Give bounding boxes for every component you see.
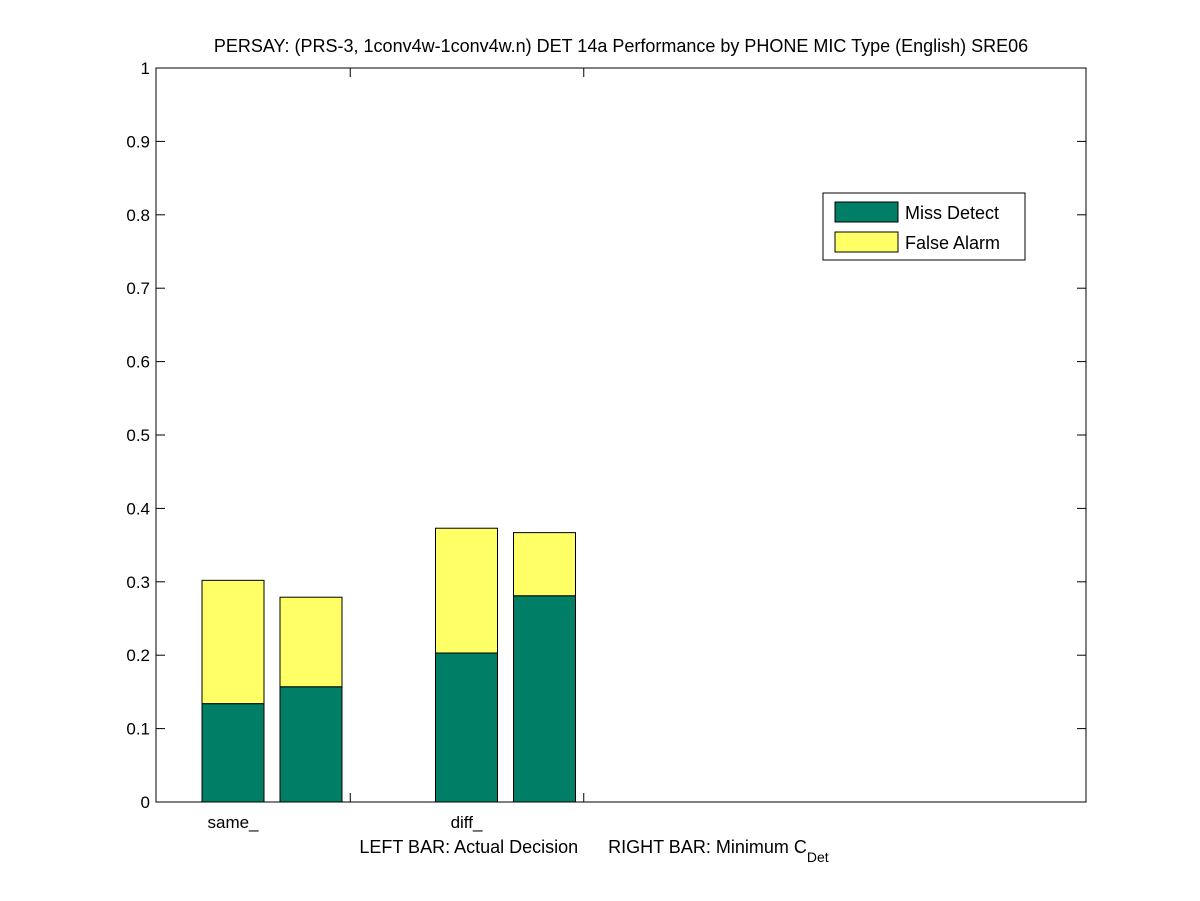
bar-segment-false-alarm bbox=[279, 596, 343, 688]
y-tick-label: 0.4 bbox=[126, 499, 150, 518]
bar-segment-miss-detect bbox=[435, 652, 498, 803]
bar-segment-false-alarm bbox=[201, 579, 265, 705]
y-tick-label: 0.9 bbox=[126, 132, 150, 151]
y-tick-label: 0.6 bbox=[126, 353, 150, 372]
legend-label-miss-detect: Miss Detect bbox=[905, 203, 999, 223]
x-axis-label-left: LEFT BAR: Actual Decision bbox=[359, 837, 578, 857]
bar-segment-miss-detect bbox=[279, 686, 343, 803]
bars bbox=[201, 527, 576, 803]
y-tick-label: 0.3 bbox=[126, 573, 150, 592]
bar-segment-false-alarm bbox=[513, 532, 576, 597]
legend-label-false-alarm: False Alarm bbox=[905, 233, 1000, 253]
y-tick-label: 0.8 bbox=[126, 206, 150, 225]
x-tick-label: same_ bbox=[207, 813, 259, 832]
legend: Miss Detect False Alarm bbox=[822, 192, 1026, 261]
y-tick-label: 0.1 bbox=[126, 720, 150, 739]
chart-title: PERSAY: (PRS-3, 1conv4w-1conv4w.n) DET 1… bbox=[214, 36, 1028, 56]
bar-segment-miss-detect bbox=[513, 595, 576, 803]
y-tick-label: 0.5 bbox=[126, 426, 150, 445]
x-tick-label: diff_ bbox=[451, 813, 483, 832]
x-axis-label-subscript: Det bbox=[807, 849, 829, 865]
y-tick-label: 0.2 bbox=[126, 646, 150, 665]
y-tick-label: 0 bbox=[141, 793, 150, 812]
legend-swatch-false-alarm bbox=[834, 231, 899, 253]
legend-swatch-miss-detect bbox=[834, 201, 899, 223]
y-axis: 0 0.1 0.2 0.3 0.4 0.5 0.6 0.7 0.8 0.9 1 bbox=[126, 59, 1086, 812]
x-axis-label-right: RIGHT BAR: Minimum C bbox=[608, 837, 807, 857]
y-tick-label: 1 bbox=[141, 59, 150, 78]
x-axis: same_ diff_ bbox=[207, 68, 585, 832]
bar-segment-miss-detect bbox=[201, 703, 265, 803]
x-axis-label: LEFT BAR: Actual Decision RIGHT BAR: Mini… bbox=[359, 837, 828, 865]
bar-segment-false-alarm bbox=[435, 527, 498, 654]
y-tick-label: 0.7 bbox=[126, 279, 150, 298]
